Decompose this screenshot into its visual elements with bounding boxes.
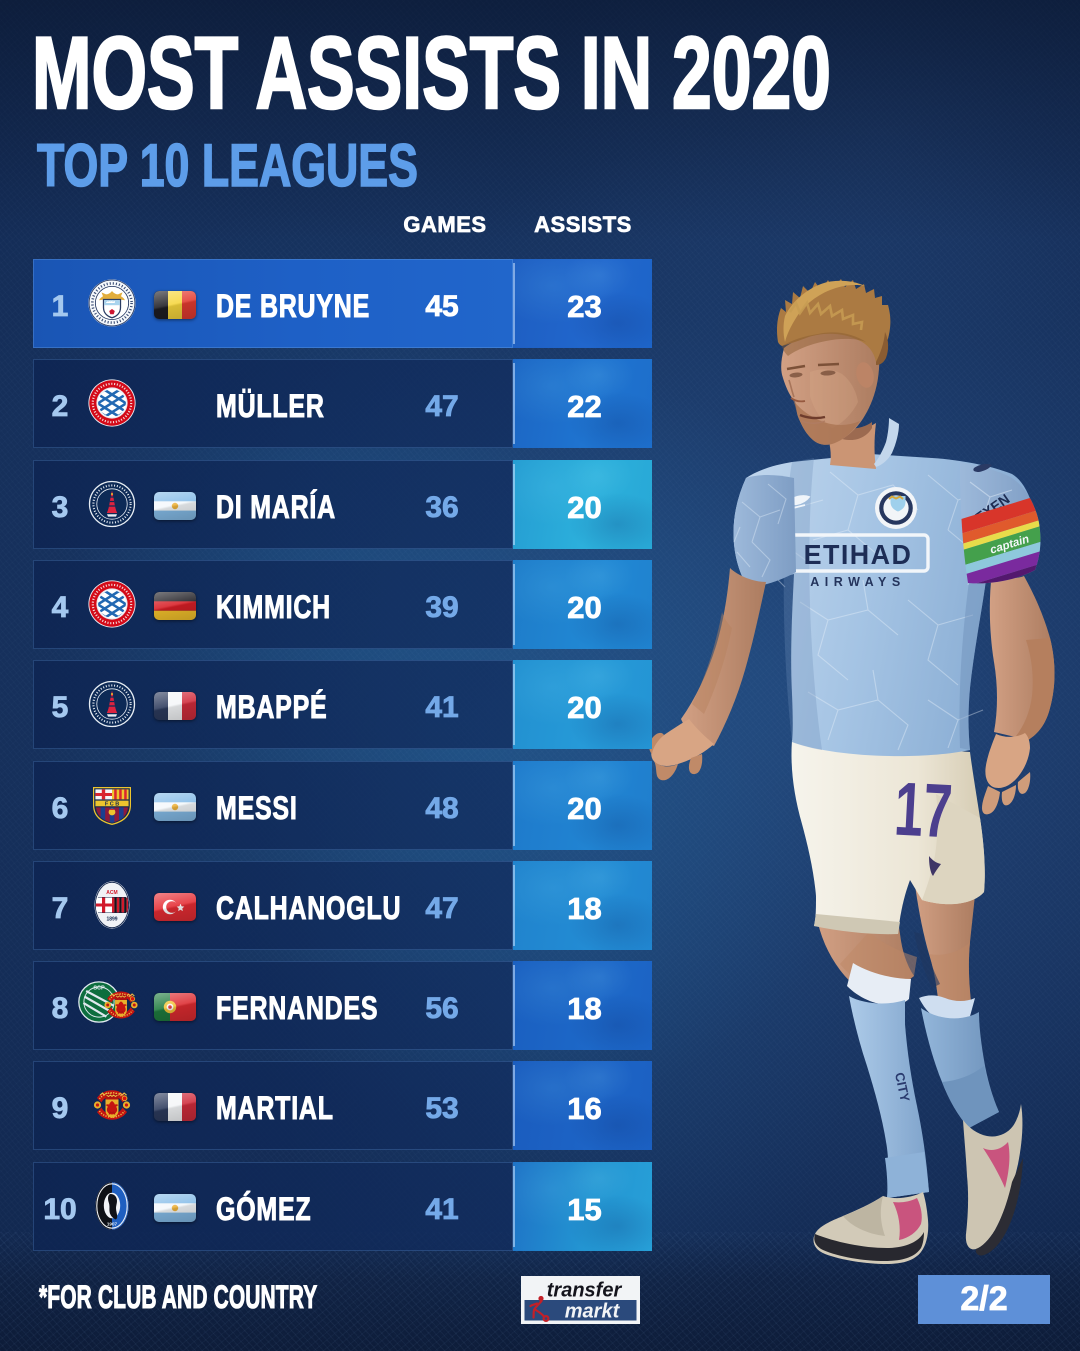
svg-text:SCP: SCP xyxy=(93,986,105,992)
svg-text:ETIHAD: ETIHAD xyxy=(804,538,913,570)
svg-text:1899: 1899 xyxy=(106,917,117,923)
svg-text:AIRWAYS: AIRWAYS xyxy=(810,575,905,589)
svg-text:transfer: transfer xyxy=(547,1280,623,1302)
svg-text:markt: markt xyxy=(565,1301,621,1323)
svg-text:17: 17 xyxy=(892,766,954,854)
svg-text:F C B: F C B xyxy=(105,801,119,807)
svg-text:1907: 1907 xyxy=(107,1222,118,1227)
svg-text:CITY: CITY xyxy=(892,1071,913,1103)
svg-text:ACM: ACM xyxy=(106,890,117,896)
